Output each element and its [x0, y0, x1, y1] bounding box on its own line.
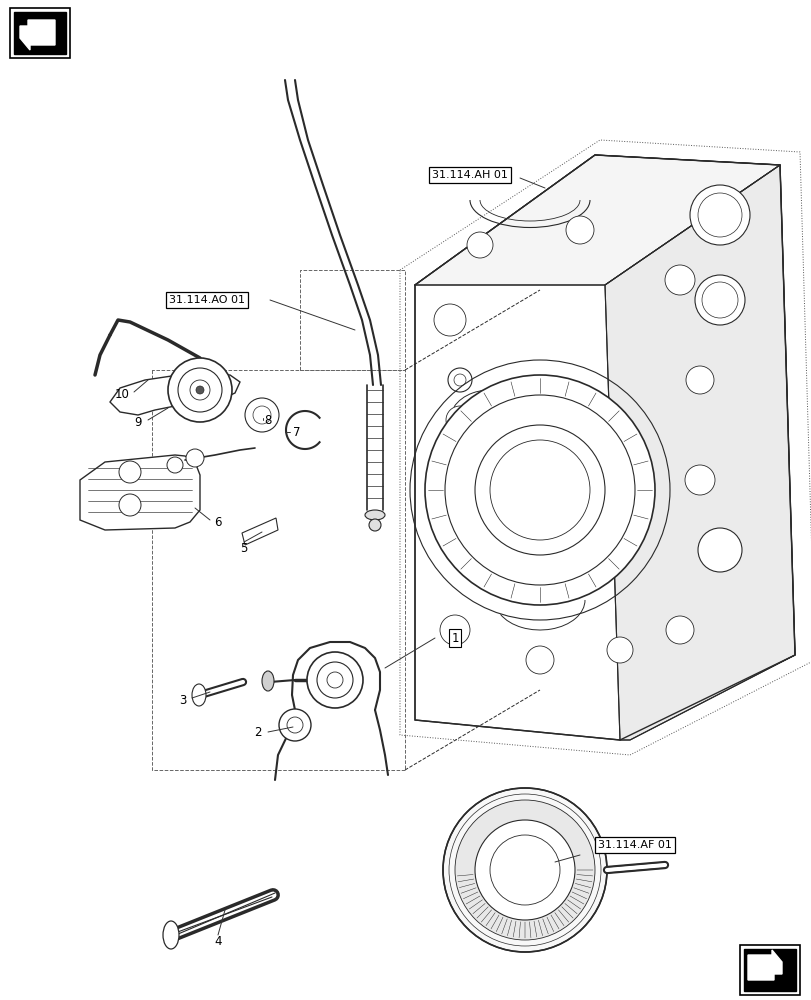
- Circle shape: [279, 709, 311, 741]
- Polygon shape: [414, 155, 794, 740]
- Circle shape: [694, 275, 744, 325]
- Text: 7: 7: [293, 426, 300, 438]
- Circle shape: [526, 646, 553, 674]
- Circle shape: [424, 375, 654, 605]
- Polygon shape: [743, 949, 795, 991]
- Ellipse shape: [365, 510, 384, 520]
- Text: 31.114.AH 01: 31.114.AH 01: [431, 170, 508, 180]
- Circle shape: [433, 304, 466, 336]
- Circle shape: [697, 528, 741, 572]
- Polygon shape: [20, 20, 55, 50]
- Circle shape: [195, 386, 204, 394]
- Text: 2: 2: [254, 726, 261, 738]
- Ellipse shape: [262, 671, 273, 691]
- Text: 31.114.AO 01: 31.114.AO 01: [169, 295, 245, 305]
- Circle shape: [445, 406, 474, 434]
- Circle shape: [327, 672, 342, 688]
- Circle shape: [443, 788, 607, 952]
- Circle shape: [119, 461, 141, 483]
- Text: 9: 9: [134, 416, 142, 428]
- Circle shape: [190, 380, 210, 400]
- Circle shape: [368, 519, 380, 531]
- Circle shape: [186, 449, 204, 467]
- Text: 10: 10: [114, 388, 129, 401]
- Circle shape: [433, 514, 466, 546]
- Circle shape: [565, 216, 594, 244]
- Circle shape: [664, 265, 694, 295]
- Polygon shape: [14, 12, 66, 54]
- Polygon shape: [10, 8, 70, 58]
- Circle shape: [448, 368, 471, 392]
- Text: 4: 4: [214, 935, 221, 948]
- Circle shape: [489, 835, 560, 905]
- Polygon shape: [747, 950, 781, 980]
- Polygon shape: [80, 455, 200, 530]
- Text: 8: 8: [264, 414, 272, 426]
- Polygon shape: [604, 165, 794, 740]
- Circle shape: [474, 820, 574, 920]
- Circle shape: [607, 637, 633, 663]
- Text: 5: 5: [240, 542, 247, 554]
- Circle shape: [474, 425, 604, 555]
- Polygon shape: [109, 374, 240, 415]
- Circle shape: [307, 652, 363, 708]
- Text: 31.114.AF 01: 31.114.AF 01: [598, 840, 672, 850]
- Text: 6: 6: [214, 516, 221, 528]
- Polygon shape: [739, 945, 799, 995]
- Circle shape: [685, 366, 713, 394]
- Circle shape: [167, 457, 182, 473]
- Text: 1: 1: [451, 632, 458, 645]
- Polygon shape: [242, 518, 277, 545]
- Polygon shape: [414, 155, 779, 285]
- Ellipse shape: [191, 684, 206, 706]
- Circle shape: [689, 185, 749, 245]
- Circle shape: [245, 398, 279, 432]
- Circle shape: [466, 232, 492, 258]
- Circle shape: [168, 358, 232, 422]
- Circle shape: [684, 465, 714, 495]
- Circle shape: [440, 615, 470, 645]
- Circle shape: [454, 800, 594, 940]
- Text: 3: 3: [179, 694, 187, 706]
- Circle shape: [119, 494, 141, 516]
- Ellipse shape: [163, 921, 178, 949]
- Circle shape: [665, 616, 693, 644]
